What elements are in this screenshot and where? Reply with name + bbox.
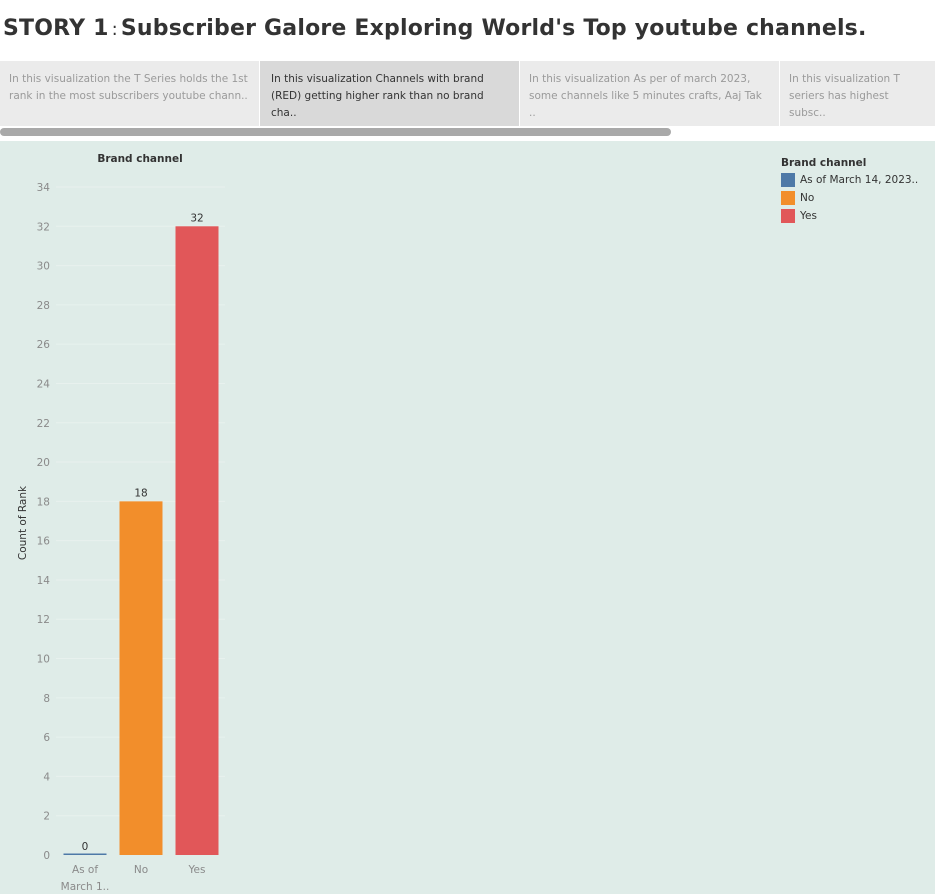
- bar-value-label: 0: [82, 841, 89, 853]
- story-point-text: In this visualization Channels with bran…: [271, 73, 484, 119]
- y-tick-label: 10: [37, 654, 50, 666]
- visualization-area: 0 2 4 6 8 10 12 14 16 18 20 22 24 26 28 30 32 34 Count of …: [0, 141, 935, 894]
- y-tick-label: 28: [37, 300, 50, 312]
- story-point-4[interactable]: In this visualization T seriers has high…: [780, 61, 935, 126]
- bar-2[interactable]: [175, 226, 219, 855]
- story-point-3[interactable]: In this visualization As per of march 20…: [520, 61, 780, 126]
- y-tick-label: 2: [43, 811, 50, 823]
- story-title: STORY 1: Subscriber Galore Exploring Worl…: [3, 16, 867, 41]
- x-category-label: Yes: [188, 864, 206, 876]
- legend-item-as-of-march[interactable]: As of March 14, 2023..: [781, 171, 933, 189]
- story-point-2[interactable]: In this visualization Channels with bran…: [260, 61, 520, 126]
- bar-value-label: 18: [134, 487, 147, 499]
- legend-swatch: [781, 209, 795, 223]
- y-tick-label: 4: [43, 771, 50, 783]
- story-point-text: In this visualization the T Series holds…: [9, 73, 248, 102]
- legend-swatch: [781, 173, 795, 187]
- y-tick-label: 14: [37, 575, 51, 587]
- y-tick-label: 12: [37, 614, 50, 626]
- y-tick-label: 8: [43, 693, 50, 705]
- y-tick-label: 18: [37, 496, 50, 508]
- story-navigator: In this visualization the T Series holds…: [0, 61, 935, 126]
- legend-item-yes[interactable]: Yes: [781, 207, 933, 225]
- story-scrollbar[interactable]: [0, 126, 935, 140]
- story-point-text: In this visualization T seriers has high…: [789, 73, 900, 119]
- story-scrollbar-thumb[interactable]: [0, 128, 671, 136]
- y-axis-title: Count of Rank: [17, 485, 29, 560]
- y-tick-label: 34: [37, 182, 51, 194]
- y-tick-label: 0: [43, 850, 50, 862]
- chart-header: Brand channel: [97, 153, 182, 165]
- story-point-1[interactable]: In this visualization the T Series holds…: [0, 61, 260, 126]
- legend-label: Yes: [800, 210, 817, 222]
- x-category-label: March 1..: [61, 881, 110, 893]
- legend-title: Brand channel: [781, 157, 867, 169]
- bar-0[interactable]: [63, 853, 107, 856]
- y-tick-label: 16: [37, 536, 51, 548]
- legend-swatch: [781, 191, 795, 205]
- y-tick-label: 26: [37, 339, 51, 351]
- y-tick-label: 22: [37, 418, 50, 430]
- story-title-separator: :: [111, 19, 118, 40]
- legend-item-no[interactable]: No: [781, 189, 933, 207]
- x-category-label: No: [134, 864, 148, 876]
- story-title-prefix: STORY 1: [3, 16, 109, 41]
- y-tick-label: 30: [37, 261, 50, 273]
- story-title-main: Subscriber Galore Exploring World's Top …: [120, 16, 867, 41]
- y-tick-label: 6: [43, 732, 50, 744]
- x-category-label: As of: [72, 864, 98, 876]
- y-tick-label: 24: [37, 378, 51, 390]
- y-tick-label: 32: [37, 221, 50, 233]
- bar-value-label: 32: [190, 212, 203, 224]
- bar-1[interactable]: [119, 501, 163, 855]
- y-tick-label: 20: [37, 457, 50, 469]
- legend-label: No: [800, 192, 815, 204]
- legend-label: As of March 14, 2023..: [800, 174, 919, 186]
- legend: Brand channel As of March 14, 2023.. No …: [781, 157, 933, 225]
- story-point-text: In this visualization As per of march 20…: [529, 73, 762, 119]
